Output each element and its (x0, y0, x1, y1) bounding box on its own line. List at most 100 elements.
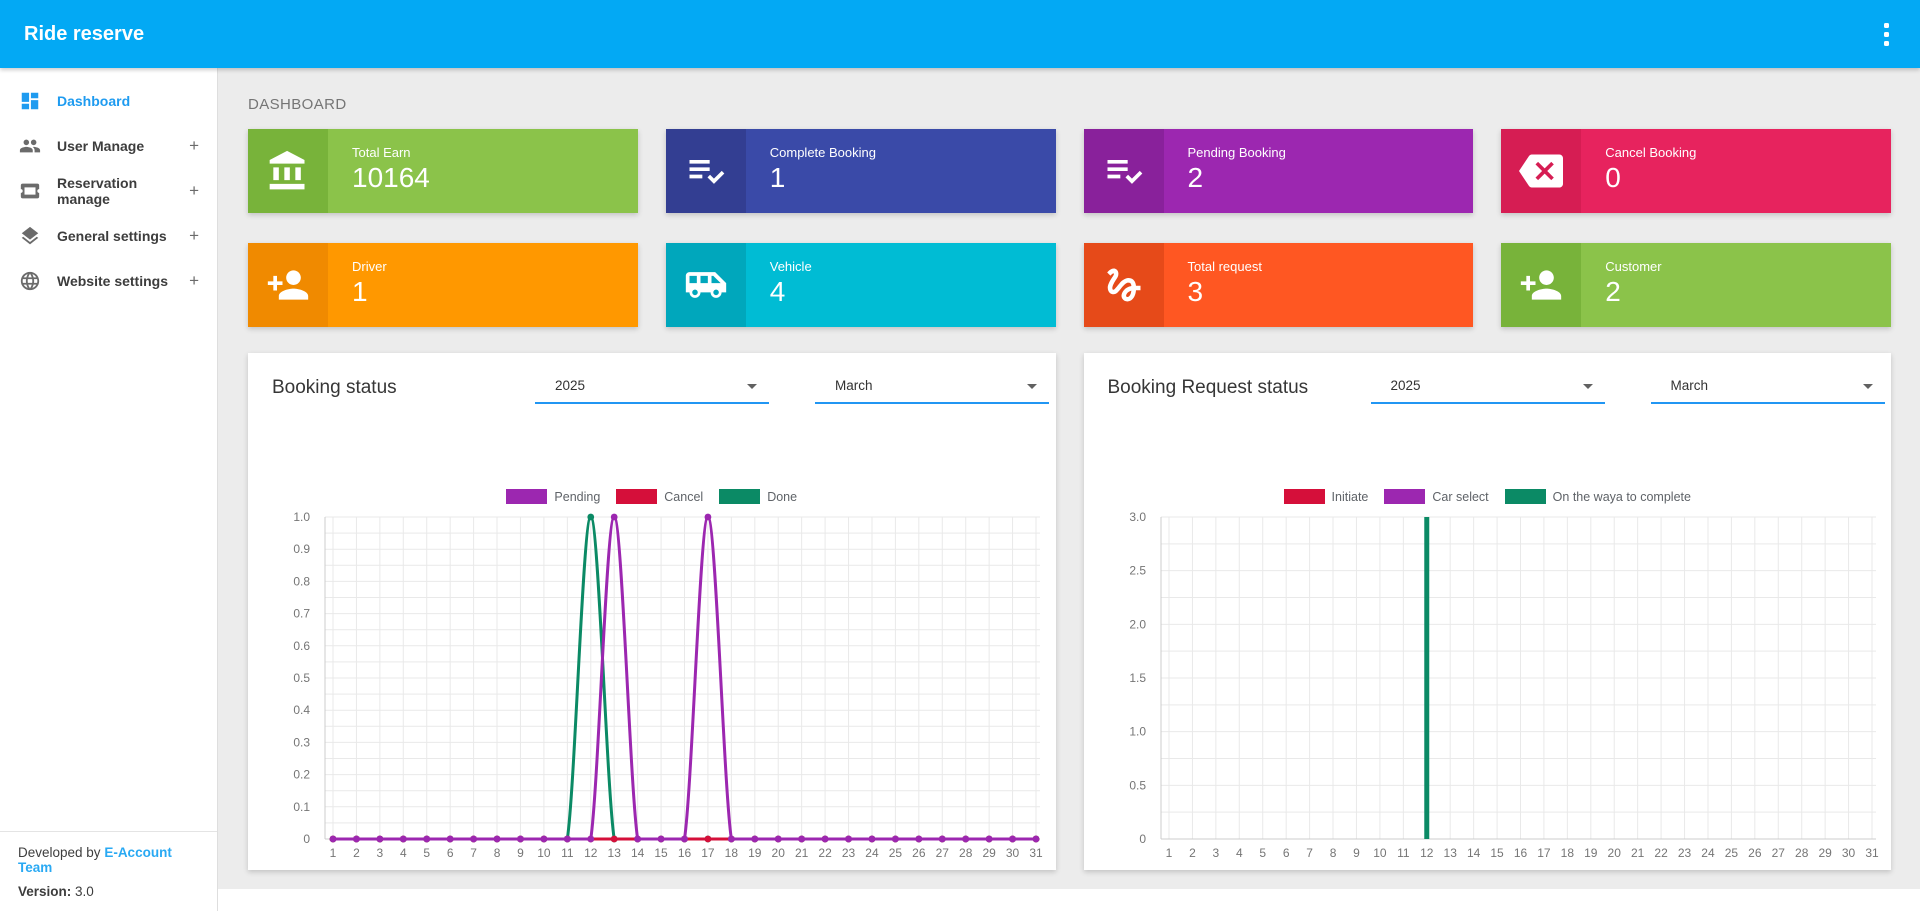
globe-icon (18, 269, 42, 293)
stat-label: Total request (1187, 259, 1262, 274)
legend-label: Initiate (1331, 489, 1369, 504)
month-select[interactable]: March (815, 371, 1049, 404)
svg-text:17: 17 (1537, 846, 1551, 860)
stat-card-vehicle: Vehicle 4 (665, 243, 1056, 327)
svg-text:8: 8 (1329, 846, 1336, 860)
svg-text:0: 0 (1139, 832, 1146, 846)
svg-text:10: 10 (1373, 846, 1387, 860)
svg-text:25: 25 (889, 846, 903, 860)
e-account-team-link[interactable]: E-Account Team (18, 845, 172, 875)
svg-text:18: 18 (1560, 846, 1574, 860)
stat-label: Total Earn (352, 145, 411, 160)
svg-text:8: 8 (494, 846, 501, 860)
legend-swatch (616, 489, 658, 504)
svg-text:0.5: 0.5 (1129, 778, 1146, 792)
stat-card-total-request: Total request 3 (1083, 243, 1474, 327)
svg-text:17: 17 (701, 846, 715, 860)
year-select[interactable]: 2025 (535, 371, 769, 404)
sidebar-item-label: User Manage (57, 137, 145, 154)
playlist-check-icon (665, 129, 746, 213)
expand-plus-icon: + (189, 135, 199, 155)
svg-text:1: 1 (330, 846, 337, 860)
booking-status-card: Booking status 2025 March Pending Cancel D… (248, 353, 1056, 870)
legend-swatch (1504, 489, 1546, 504)
svg-text:2: 2 (1189, 846, 1196, 860)
stat-card-driver: Driver 1 (248, 243, 638, 327)
stat-card-complete-booking: Complete Booking 1 (665, 129, 1056, 213)
svg-text:3: 3 (377, 846, 384, 860)
month-select-value: March (1670, 378, 1709, 393)
legend-swatch (1384, 489, 1426, 504)
svg-text:31: 31 (1865, 846, 1879, 860)
legend-item: On the waya to complete (1504, 489, 1691, 504)
svg-text:6: 6 (1282, 846, 1289, 860)
person-add-icon (248, 243, 328, 327)
svg-text:1.0: 1.0 (293, 510, 310, 524)
booking-request-status-card: Booking Request status 2025 March Initia… (1083, 353, 1892, 870)
legend-label: Pending (554, 489, 601, 504)
svg-text:9: 9 (1353, 846, 1360, 860)
svg-text:15: 15 (654, 846, 668, 860)
svg-text:12: 12 (584, 846, 598, 860)
year-select-value: 2025 (1390, 378, 1421, 393)
svg-text:6: 6 (447, 846, 454, 860)
svg-text:5: 5 (1259, 846, 1266, 860)
sidebar-item-reservation-manage[interactable]: Reservation manage + (0, 168, 217, 213)
svg-text:24: 24 (865, 846, 879, 860)
stat-label: Customer (1605, 259, 1662, 274)
svg-text:7: 7 (1306, 846, 1313, 860)
svg-text:11: 11 (1397, 846, 1410, 860)
stat-value: 3 (1187, 276, 1204, 307)
legend-item: Done (719, 489, 797, 504)
sidebar-footer: Developed by E-Account Team Version: 3.0 (0, 831, 217, 911)
users-icon (18, 134, 42, 158)
ticket-icon (18, 179, 42, 203)
svg-text:21: 21 (795, 846, 809, 860)
legend-swatch (1283, 489, 1325, 504)
svg-text:0.9: 0.9 (293, 542, 310, 556)
svg-text:1.0: 1.0 (1129, 725, 1146, 739)
svg-text:15: 15 (1490, 846, 1504, 860)
kebab-menu-icon[interactable] (1872, 17, 1900, 51)
year-select[interactable]: 2025 (1370, 371, 1605, 404)
svg-text:5: 5 (423, 846, 430, 860)
svg-text:3.0: 3.0 (1129, 510, 1146, 524)
legend-label: On the waya to complete (1552, 489, 1691, 504)
booking-request-status-chart: 0 0.5 1.0 1.5 2.0 2.5 3.0 1 2 3 4 5 6 7 8 9 10 11 12 13 14 15… (1084, 503, 1891, 870)
legend-item: Pending (506, 489, 600, 504)
svg-text:25: 25 (1724, 846, 1738, 860)
legend-label: Car select (1432, 489, 1489, 504)
stat-card-pending-booking: Pending Booking 2 (1083, 129, 1474, 213)
chart-legend: Initiate Car select On the waya to complet… (1084, 489, 1892, 504)
stat-value: 0 (1605, 162, 1621, 193)
sidebar-item-website-settings[interactable]: Website settings + (0, 258, 217, 303)
stat-value: 4 (769, 276, 786, 307)
svg-text:20: 20 (772, 846, 786, 860)
svg-text:20: 20 (1607, 846, 1621, 860)
stat-label: Cancel Booking (1605, 145, 1697, 160)
svg-text:21: 21 (1630, 846, 1644, 860)
month-select-value: March (835, 378, 873, 393)
svg-text:29: 29 (1818, 846, 1832, 860)
legend-item: Initiate (1283, 489, 1369, 504)
svg-text:10: 10 (537, 846, 551, 860)
svg-text:28: 28 (959, 846, 973, 860)
stat-value: 10164 (352, 162, 430, 193)
version-label: Version: (18, 884, 72, 899)
svg-text:22: 22 (818, 846, 832, 860)
shuttle-icon (665, 243, 746, 327)
month-select[interactable]: March (1650, 371, 1885, 404)
sidebar-item-dashboard[interactable]: Dashboard (0, 78, 217, 123)
legend-item: Car select (1384, 489, 1489, 504)
svg-text:19: 19 (748, 846, 762, 860)
sidebar-item-user-manage[interactable]: User Manage + (0, 123, 217, 168)
svg-text:14: 14 (1466, 846, 1480, 860)
svg-text:12: 12 (1420, 846, 1434, 860)
chart-legend: Pending Cancel Done (248, 489, 1056, 504)
layers-icon (18, 224, 42, 248)
booking-status-chart: 0 0.1 0.2 0.3 0.4 0.5 0.6 0.7 0.8 0.9 1.0 1 2 3 4 5 6 7 8 9… (248, 503, 1055, 870)
svg-text:30: 30 (1006, 846, 1020, 860)
svg-text:4: 4 (400, 846, 407, 860)
sidebar-item-general-settings[interactable]: General settings + (0, 213, 217, 258)
svg-text:0.6: 0.6 (293, 639, 310, 653)
